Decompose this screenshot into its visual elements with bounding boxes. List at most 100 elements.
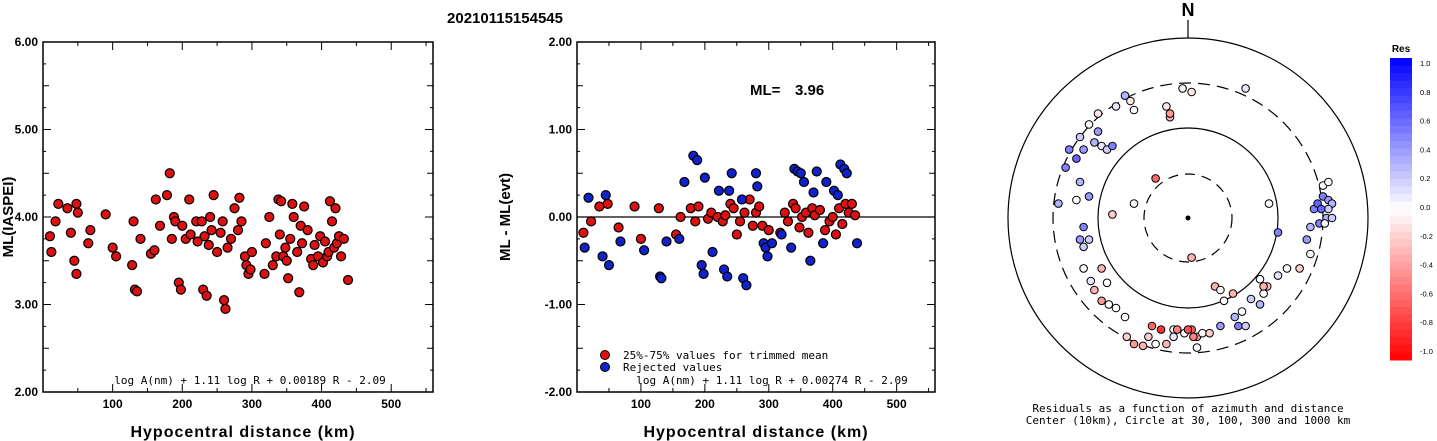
polar-station-point — [1259, 282, 1268, 291]
plot2-point-series-1 — [851, 238, 863, 249]
plot2-point-series-1 — [639, 245, 650, 256]
colorbar-swatch — [1390, 133, 1412, 142]
plot2-ytick-label: 2.00 — [549, 35, 573, 49]
plot2-point-series-0 — [635, 233, 647, 244]
colorbar-swatch — [1390, 201, 1412, 210]
polar-station-point — [1075, 235, 1085, 244]
plot1-point-series-0 — [166, 233, 177, 244]
colorbar-label: -1.0 — [1420, 347, 1433, 356]
colorbar-swatch — [1390, 88, 1412, 97]
plot2-point-series-0 — [830, 229, 842, 240]
colorbar-swatch — [1390, 186, 1412, 195]
residual-vs-distance-plot: 100 200 300 400 500 -2.00 -1.00 0.00 1.00 2.00 ML… — [497, 35, 936, 441]
polar-station-point — [1075, 132, 1085, 142]
plot1-point-series-0 — [203, 239, 214, 251]
plot2-xtick-label: 100 — [631, 397, 651, 411]
colorbar-swatch — [1390, 156, 1412, 165]
plot1-point-series-0 — [324, 196, 336, 207]
plot1-point-series-0 — [192, 236, 203, 247]
plot1-point-series-0 — [46, 246, 57, 258]
plot1-point-series-0 — [299, 201, 310, 212]
plot2-point-series-1 — [736, 194, 748, 205]
plot1-point-series-0 — [175, 284, 186, 295]
plot2-xtick-label: 200 — [695, 397, 715, 411]
plot1-point-series-0 — [177, 220, 188, 231]
north-label: N — [1182, 0, 1195, 20]
plot2-point-series-0 — [613, 222, 624, 233]
colorbar-label: 0.4 — [1420, 145, 1430, 154]
plot2-point-series-1 — [661, 236, 672, 247]
plot2-point-series-0 — [827, 211, 838, 223]
plot2-point-series-1 — [766, 238, 778, 249]
plot2-point-series-1 — [741, 280, 752, 291]
polar-station-point — [1111, 303, 1121, 313]
plot2-point-series-1 — [679, 176, 690, 188]
polar-station-point — [1320, 219, 1330, 228]
colorbar-swatch — [1390, 224, 1412, 233]
plot2-point-series-1 — [726, 168, 737, 179]
circle-1000km — [1007, 37, 1369, 399]
plot2-point-series-0 — [675, 211, 686, 223]
colorbar-swatch — [1390, 58, 1412, 67]
plot1-ylabel: ML(IASPEI) — [0, 177, 17, 258]
plot2-point-series-0 — [734, 216, 746, 227]
polar-station-point — [1216, 285, 1225, 295]
plot1-ytick-label: 5.00 — [15, 123, 39, 137]
polar-station-point — [1093, 109, 1103, 118]
colorbar-swatch — [1390, 171, 1412, 180]
plot2-xlabel: Hypocentral distance (km) — [643, 424, 868, 441]
plot1-point-series-0 — [280, 242, 291, 253]
plot1-point-series-0 — [212, 246, 223, 258]
plot1-xtick-label: 300 — [242, 397, 262, 411]
colorbar-label: 1.0 — [1420, 59, 1430, 68]
plot1-point-series-0 — [288, 211, 299, 223]
plot1-point-series-0 — [287, 198, 298, 209]
plot2-point-series-1 — [776, 229, 787, 240]
plot2-xtick-label: 300 — [759, 397, 779, 411]
colorbar-swatch — [1390, 193, 1412, 202]
plot2-point-series-0 — [790, 203, 801, 214]
plot2-point-series-1 — [724, 185, 735, 196]
plot1-point-series-0 — [220, 303, 231, 314]
polar-station-point — [1169, 332, 1178, 342]
plot1-xtick-label: 100 — [103, 397, 123, 411]
plot2-point-series-1 — [832, 190, 843, 201]
polar-station-point — [1086, 276, 1096, 286]
polar-station-point — [1187, 253, 1196, 262]
plot1-ytick-label: 4.00 — [15, 210, 39, 224]
plot2-point-series-1 — [698, 268, 709, 279]
colorbar-label: -0.6 — [1420, 289, 1433, 298]
plot1-xtick-label: 200 — [172, 397, 192, 411]
plot1-ticks: 100 200 300 400 500 2.00 3.00 4.00 5.00 6.00 — [15, 35, 433, 411]
plot1-point-series-0 — [308, 260, 319, 271]
polar-station-point — [1273, 271, 1283, 280]
polar-station-point — [1187, 87, 1196, 97]
plot2-ytick-label: -2.00 — [545, 385, 573, 399]
polar-station-point — [1219, 296, 1229, 306]
plot1-point-series-0 — [335, 251, 347, 262]
colorbar-labels: 1.0 0.8 0.6 0.4 0.2 0.0 -0.2 -0.4 -0.6 -0.8 -1.0 — [1420, 59, 1433, 356]
magnitude-vs-distance-plot: 100 200 300 400 500 2.00 3.00 4.00 5.00 6.00 log … — [0, 35, 434, 441]
plot2-point-series-1 — [692, 155, 703, 166]
plot1-ytick-label: 6.00 — [15, 35, 39, 49]
plot2-point-series-1 — [597, 251, 608, 262]
plot1-points — [44, 168, 354, 314]
polar-station-point — [1084, 192, 1094, 201]
plot1-point-series-0 — [199, 231, 210, 242]
plot1-xlabel: Hypocentral distance (km) — [130, 424, 355, 441]
colorbar-label: -0.8 — [1420, 318, 1433, 327]
colorbar-swatch — [1390, 178, 1412, 187]
colorbar-label: 0.0 — [1420, 203, 1430, 212]
plot2-point-series-0 — [794, 222, 805, 233]
polar-station-point — [1144, 332, 1153, 342]
plot2-point-series-1 — [713, 185, 725, 196]
plot1-point-series-0 — [342, 274, 354, 286]
plot1-point-series-0 — [225, 233, 237, 244]
plot1-point-series-0 — [267, 260, 278, 271]
plot2-point-series-0 — [814, 204, 826, 216]
plot2-point-series-0 — [837, 218, 848, 230]
colorbar-swatch — [1390, 216, 1412, 225]
plot1-point-series-0 — [276, 196, 287, 207]
colorbar-swatch — [1390, 118, 1412, 127]
